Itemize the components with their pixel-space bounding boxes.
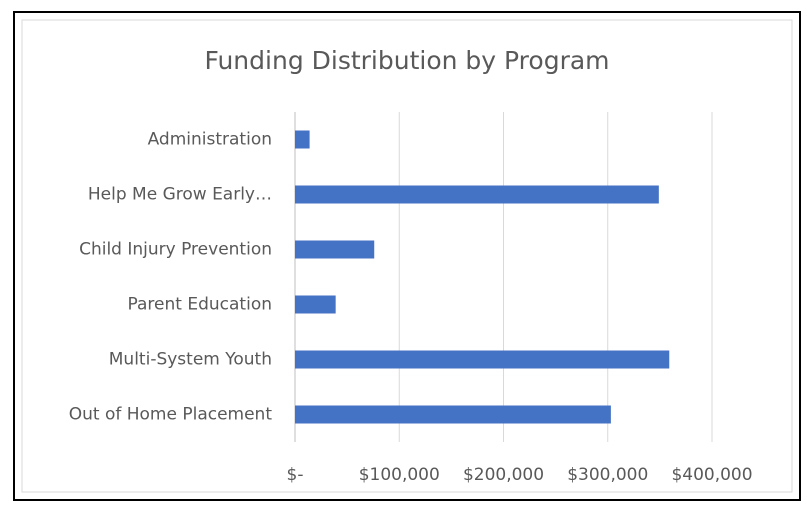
x-tick-label: $100,000 (359, 465, 440, 485)
bar (295, 295, 336, 314)
y-tick-label: Administration (148, 130, 272, 150)
y-tick-label: Out of Home Placement (69, 405, 273, 425)
x-tick-label: $200,000 (463, 465, 544, 485)
chart-title: Funding Distribution by Program (204, 46, 609, 75)
x-tick-label: $- (287, 465, 304, 485)
x-tick-label: $300,000 (567, 465, 648, 485)
bar (295, 130, 310, 149)
bar (295, 350, 670, 369)
y-tick-label: Multi-System Youth (109, 350, 272, 370)
bar (295, 185, 659, 204)
y-tick-label: Help Me Grow Early… (88, 185, 272, 205)
bar (295, 240, 375, 259)
x-tick-label: $400,000 (671, 465, 752, 485)
bar (295, 405, 611, 424)
y-tick-label: Child Injury Prevention (79, 240, 272, 260)
y-tick-label: Parent Education (128, 295, 272, 315)
